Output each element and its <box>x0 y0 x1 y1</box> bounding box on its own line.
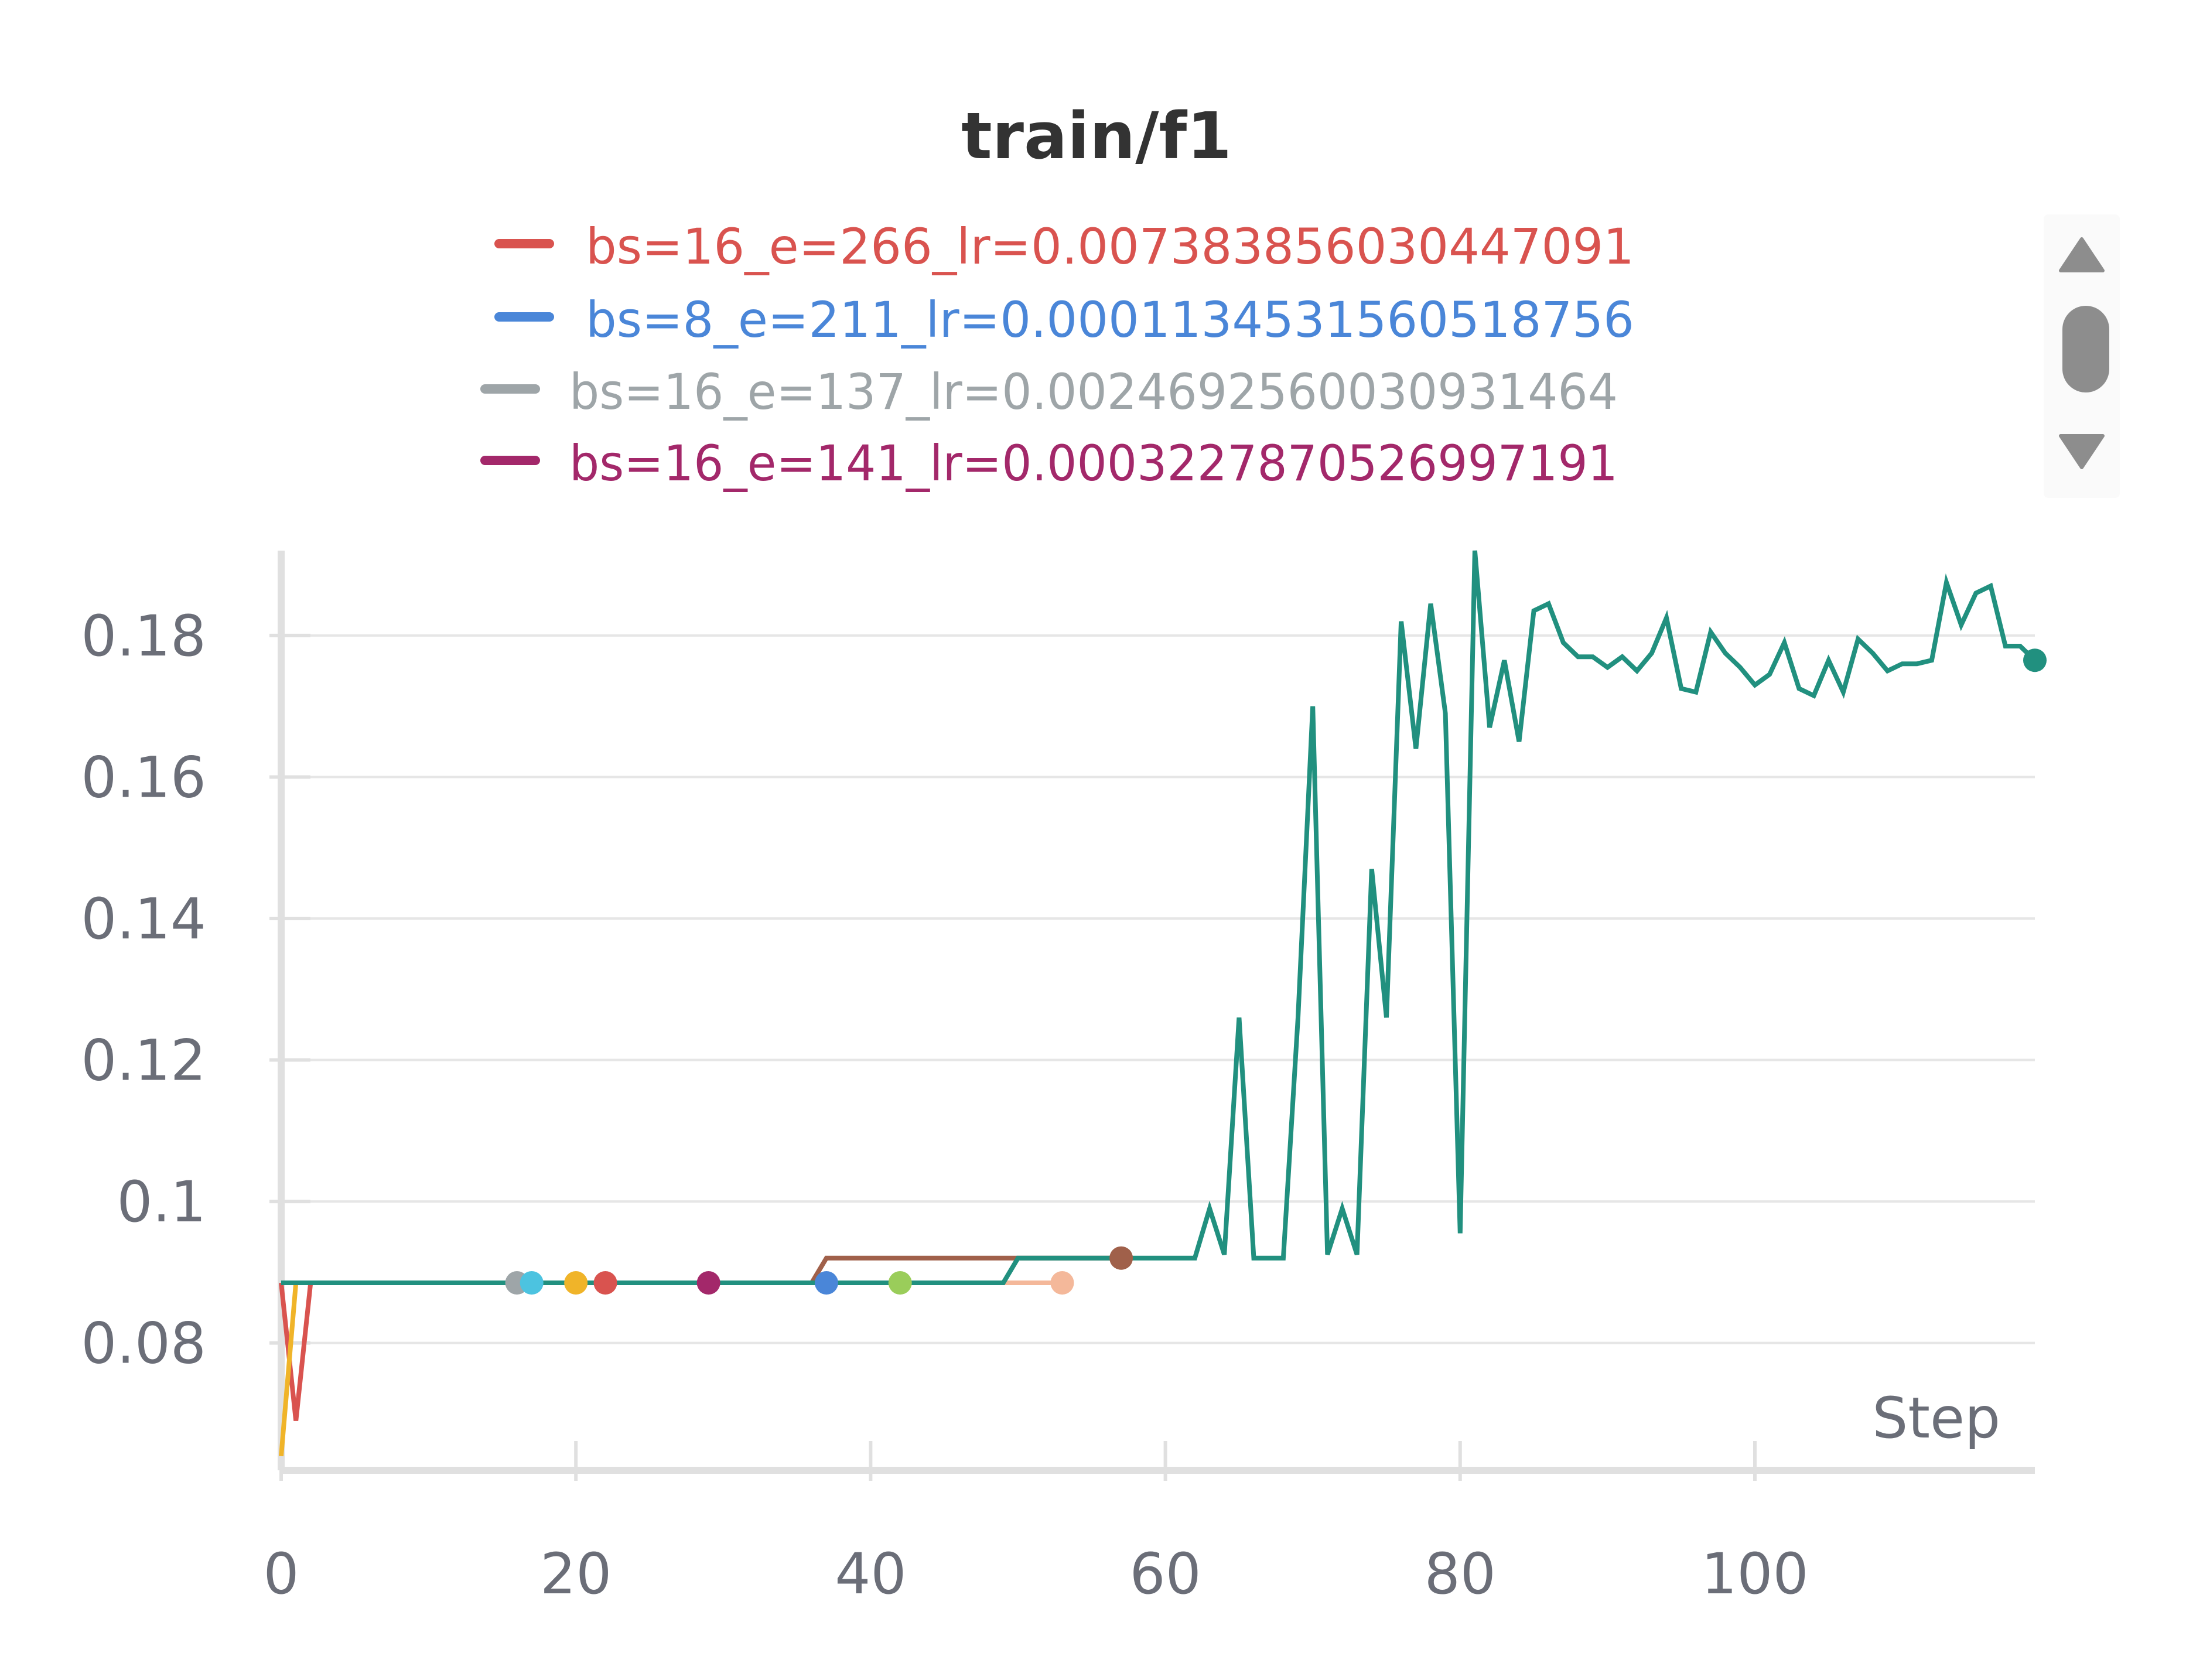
legend: bs=16_e=266_lr=0.007383856030447091 bs=8_… <box>480 218 1634 492</box>
series-end-point <box>696 1271 720 1295</box>
series-end-point <box>1109 1246 1133 1270</box>
series-end-point <box>888 1271 912 1295</box>
series-end-point <box>2023 648 2047 672</box>
scroll-thumb[interactable] <box>2062 306 2109 392</box>
x-tick-label: 80 <box>1425 1541 1496 1607</box>
triangle-up-icon <box>2059 237 2105 272</box>
series-end-point <box>520 1271 544 1295</box>
tick-labels: 0.08 0.1 0.12 0.14 0.16 0.18 0 20 40 60 80 100 <box>81 603 1808 1607</box>
y-tick-label: 0.08 <box>81 1311 206 1377</box>
series-end-point <box>1050 1271 1074 1295</box>
x-axis-label: Step <box>1872 1385 2000 1451</box>
scroll-up-button[interactable] <box>2058 235 2105 276</box>
x-tick-label: 0 <box>263 1541 299 1607</box>
triangle-down-icon <box>2059 434 2105 469</box>
series-line <box>281 550 2037 1285</box>
series-line <box>279 1281 606 1421</box>
x-tick-label: 40 <box>835 1541 906 1607</box>
x-tick-label: 60 <box>1130 1541 1201 1607</box>
y-tick-label: 0.18 <box>81 603 206 669</box>
series-end-point <box>814 1271 838 1295</box>
y-tick-label: 0.16 <box>81 745 206 810</box>
y-tick-label: 0.1 <box>117 1169 206 1235</box>
legend-label: bs=16_e=266_lr=0.007383856030447091 <box>586 218 1634 275</box>
chart-title: train/f1 <box>961 98 1232 173</box>
series-line <box>279 1281 576 1457</box>
y-tick-label: 0.12 <box>81 1028 206 1094</box>
series-end-point <box>593 1271 617 1295</box>
scroll-down-button[interactable] <box>2058 430 2105 471</box>
y-tick-label: 0.14 <box>81 886 206 952</box>
x-tick-label: 100 <box>1701 1541 1808 1607</box>
series-group <box>279 550 2047 1457</box>
x-tick-label: 20 <box>540 1541 612 1607</box>
series-end-point <box>564 1271 588 1295</box>
legend-label: bs=16_e=141_lr=0.0003227870526997191 <box>569 435 1618 492</box>
axes <box>269 551 2035 1481</box>
legend-scrollbar[interactable] <box>2044 214 2120 498</box>
legend-label: bs=16_e=137_lr=0.0024692560030931464 <box>569 363 1618 421</box>
legend-label: bs=8_e=211_lr=0.0001134531560518756 <box>586 291 1634 349</box>
grid <box>281 634 2035 1344</box>
